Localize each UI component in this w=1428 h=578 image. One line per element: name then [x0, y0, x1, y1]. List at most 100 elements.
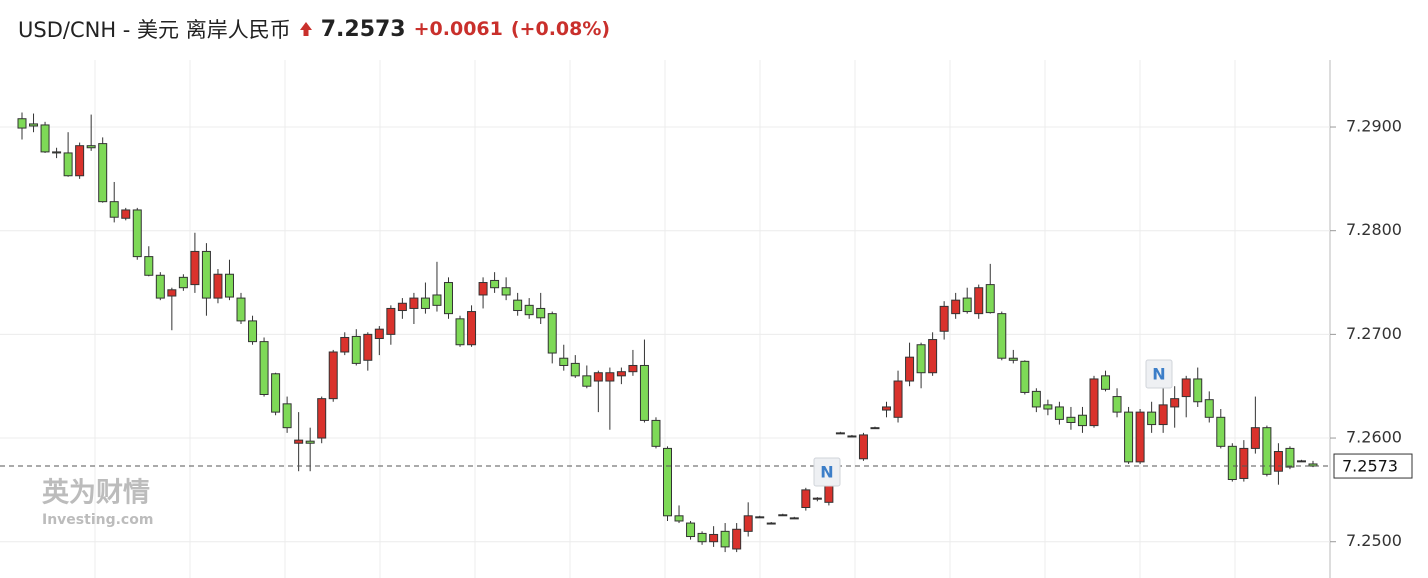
candle-body — [109, 201, 119, 218]
header: USD/CNH - 美元 离岸人民币 7.2573 +0.0061 (+0.08… — [18, 14, 610, 44]
candle-body — [870, 427, 880, 430]
candle-body — [201, 250, 211, 299]
candle-body — [213, 273, 223, 299]
last-price-box — [1333, 453, 1413, 479]
watermark-cn: 英为财情 — [42, 478, 150, 509]
news-marker: N — [1152, 365, 1165, 384]
candle-body — [317, 398, 327, 439]
candle-body — [709, 533, 719, 543]
candle-body — [582, 375, 592, 387]
candle-body — [132, 209, 142, 258]
price-change: +0.0061 — [413, 18, 503, 40]
candle-body — [1031, 390, 1041, 408]
candle-body — [1262, 427, 1272, 475]
candle-body — [190, 250, 200, 286]
candle-body — [835, 432, 845, 435]
candle-body — [651, 419, 661, 447]
candle-body — [755, 516, 765, 519]
candle-body — [1077, 414, 1087, 427]
candle-body — [1170, 398, 1180, 408]
y-tick-label: 7.2600 — [1346, 428, 1402, 447]
candle-body — [547, 313, 557, 354]
candle-body — [501, 287, 511, 296]
candle-body — [1250, 427, 1260, 449]
candle-body — [121, 209, 131, 219]
candle-body — [524, 304, 534, 316]
candle-body — [1008, 357, 1018, 361]
up-arrow — [299, 22, 312, 36]
candle-body — [1135, 411, 1145, 463]
candle-body — [1124, 411, 1134, 463]
candle-body — [928, 339, 938, 374]
candle-body — [420, 297, 430, 309]
candle-body — [697, 532, 707, 543]
candle-body — [374, 328, 384, 340]
candle-body — [467, 311, 477, 346]
candle-body — [1066, 416, 1076, 423]
candle-body — [1054, 406, 1064, 420]
candle-body — [1181, 378, 1191, 398]
candle-body — [985, 284, 995, 314]
candle-body — [236, 297, 246, 322]
candle-body — [513, 299, 523, 312]
candle-body — [639, 364, 649, 421]
candle-body — [248, 320, 258, 343]
candle-body — [409, 297, 419, 309]
candle-body — [455, 318, 465, 346]
news-marker-box — [1145, 359, 1173, 389]
candle-body — [847, 435, 857, 438]
candle-body — [432, 294, 442, 306]
y-tick-label: 7.2500 — [1346, 531, 1402, 550]
candle-body — [789, 517, 799, 520]
candle-body — [1273, 451, 1283, 472]
candle-body — [178, 276, 188, 289]
candle-body — [858, 434, 868, 460]
candle-body — [743, 515, 753, 532]
candle-body — [962, 297, 972, 313]
news-marker: N — [820, 463, 833, 482]
candle-body — [1089, 378, 1099, 427]
candle-body — [29, 123, 39, 127]
candle-body — [778, 514, 788, 517]
candle-body — [939, 305, 949, 332]
candle-body — [951, 299, 961, 315]
candle-body — [997, 313, 1007, 359]
candle-body — [628, 364, 638, 373]
candle-body — [155, 274, 165, 299]
candle-body — [882, 406, 892, 411]
candle-body — [616, 371, 626, 377]
candle-body — [674, 515, 684, 522]
candle-body — [271, 373, 281, 413]
watermark-en: Investing.com — [42, 512, 153, 528]
candle-body — [916, 344, 926, 374]
candle-body — [1101, 375, 1111, 390]
y-tick-label: 7.2700 — [1346, 324, 1402, 343]
candle-body — [305, 440, 315, 444]
candle-body — [732, 528, 742, 550]
candle-body — [1112, 396, 1122, 413]
candle-body — [766, 522, 776, 525]
y-tick-label: 7.2900 — [1346, 117, 1402, 136]
candle-body — [893, 380, 903, 418]
candle-body — [40, 124, 50, 153]
candle-body — [593, 372, 603, 382]
candle-body — [52, 151, 62, 154]
candle-body — [386, 307, 396, 335]
candle-body — [570, 362, 580, 377]
candle-body — [1020, 360, 1030, 393]
candle-body — [224, 273, 234, 298]
candle-body — [478, 282, 488, 296]
pair-title: USD/CNH - 美元 离岸人民币 — [18, 18, 291, 42]
candle-body — [294, 439, 304, 444]
y-tick-label: 7.2800 — [1346, 220, 1402, 239]
candle-body — [259, 341, 269, 395]
last-price: 7.2573 — [320, 16, 406, 42]
last-price-label: 7.2573 — [1342, 457, 1398, 476]
candle-body — [559, 357, 569, 366]
candle-body — [1158, 404, 1168, 426]
candle-body — [905, 356, 915, 382]
candle-body — [1239, 447, 1249, 479]
candle-body — [167, 289, 177, 297]
